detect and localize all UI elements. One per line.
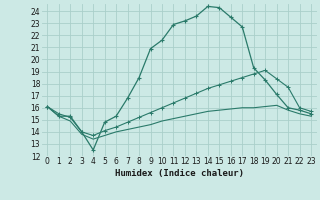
X-axis label: Humidex (Indice chaleur): Humidex (Indice chaleur) [115, 169, 244, 178]
